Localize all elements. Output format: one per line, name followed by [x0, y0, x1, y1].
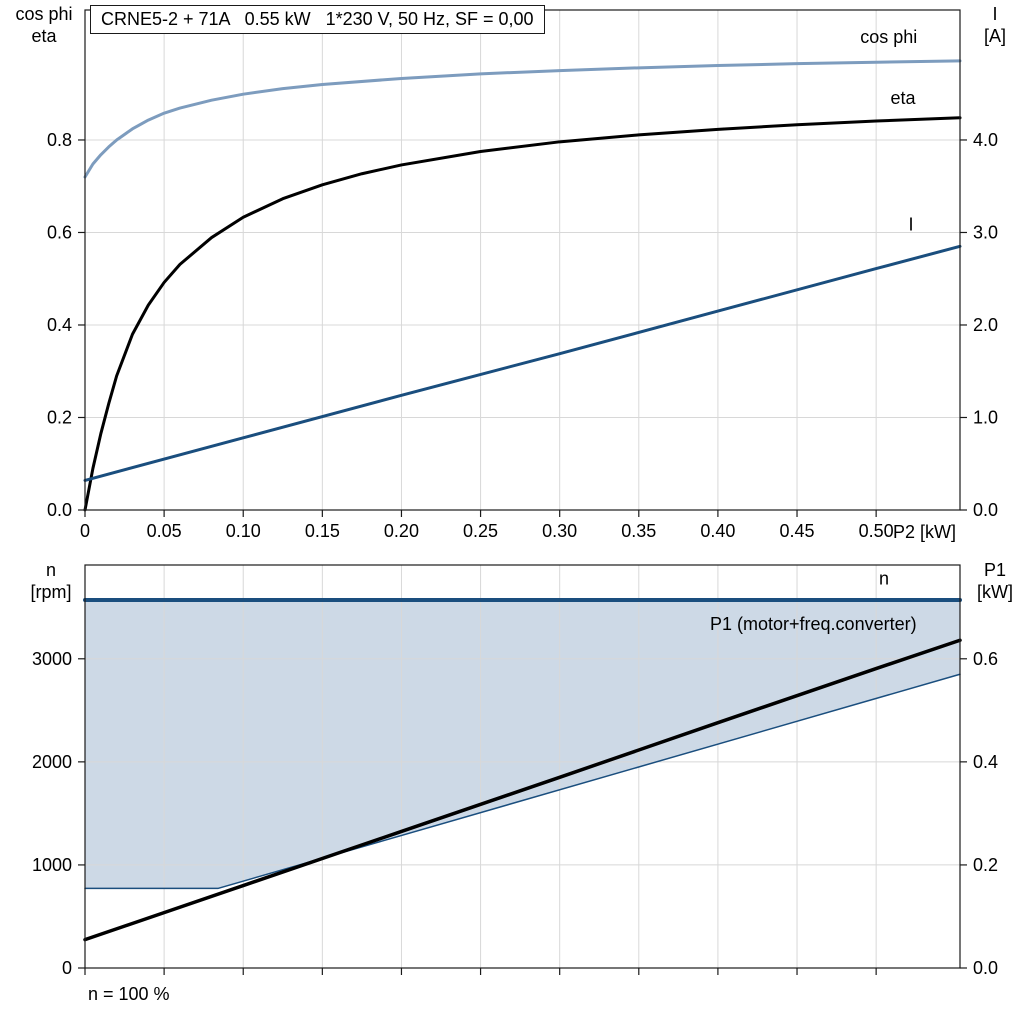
series-eta	[83, 116, 962, 512]
y-left-tick-label: 0.0	[47, 500, 72, 520]
x-tick-label: 0.40	[700, 521, 735, 541]
x-tick-label: 0	[80, 521, 90, 541]
curve-label-cos-phi: cos phi	[860, 27, 917, 47]
y-right-tick-label: 3.0	[973, 222, 998, 242]
top-chart-left-axis-title: cos phi eta	[6, 3, 82, 47]
series-p1	[83, 638, 962, 942]
x-tick-label: 0.25	[463, 521, 498, 541]
series-n-min	[84, 673, 961, 890]
y-right-tick-label: 4.0	[973, 130, 998, 150]
left-axis-title-speed: n	[45, 560, 56, 580]
x-axis-title-p2: P2 [kW]	[893, 522, 957, 542]
x-tick-label: 0.45	[780, 521, 815, 541]
y-right-tick-label: 1.0	[973, 407, 998, 427]
right-axis-title-p1: P1	[983, 560, 1007, 580]
y-right-tick-label: 0.0	[973, 958, 998, 978]
chart-title: CRNE5-2 + 71A 0.55 kW 1*230 V, 50 Hz, SF…	[90, 5, 545, 34]
y-right-tick-label: 0.0	[973, 500, 998, 520]
y-left-tick-label: 2000	[32, 752, 72, 772]
y-left-tick-label: 0.2	[47, 407, 72, 427]
curve-label-n: n	[879, 569, 889, 589]
x-tick-label: 0.05	[147, 521, 182, 541]
y-right-tick-label: 0.6	[973, 649, 998, 669]
right-axis-title-current: I	[992, 4, 998, 24]
series-cos-phi	[83, 59, 962, 179]
y-left-tick-label: 0.6	[47, 222, 72, 242]
top-chart-right-axis-title: I [A]	[970, 3, 1020, 47]
y-left-tick-label: 0.8	[47, 130, 72, 150]
y-left-tick-label: 0	[62, 958, 72, 978]
y-right-tick-label: 0.4	[973, 752, 998, 772]
x-tick-label: 0.15	[305, 521, 340, 541]
x-tick-label: 0.35	[621, 521, 656, 541]
series-i	[83, 244, 962, 482]
x-tick-label: 0.20	[384, 521, 419, 541]
bottom-chart-left-axis-title: n [rpm]	[14, 559, 88, 603]
x-tick-label: 0.10	[226, 521, 261, 541]
plot-border	[84, 564, 961, 969]
area-speed-range	[85, 600, 960, 889]
curve-label-eta: eta	[891, 88, 917, 108]
plot-border	[84, 9, 961, 511]
y-left-tick-label: 0.4	[47, 315, 72, 335]
bottom-chart-right-axis-title: P1 [kW]	[968, 559, 1022, 603]
right-axis-title-p1-unit: [kW]	[977, 582, 1013, 602]
curve-label-i: I	[908, 215, 913, 235]
y-right-tick-label: 0.2	[973, 855, 998, 875]
left-axis-title-speed-unit: [rpm]	[30, 582, 72, 602]
x-tick-label: 0.30	[542, 521, 577, 541]
y-left-tick-label: 3000	[32, 649, 72, 669]
right-axis-title-current-unit: [A]	[983, 26, 1006, 46]
x-tick-label: 0.50	[859, 521, 894, 541]
speed-note: n = 100 %	[88, 984, 170, 1004]
left-axis-title-eta: eta	[31, 26, 57, 46]
curve-label-p1-motor-freq-converter: P1 (motor+freq.converter)	[710, 614, 917, 634]
y-left-tick-label: 1000	[32, 855, 72, 875]
y-right-tick-label: 2.0	[973, 315, 998, 335]
left-axis-title-cos-phi: cos phi	[15, 4, 73, 24]
